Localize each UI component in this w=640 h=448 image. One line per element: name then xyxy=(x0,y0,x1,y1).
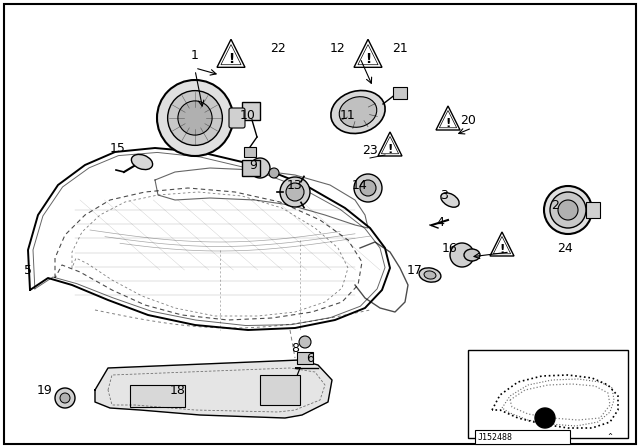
Circle shape xyxy=(354,174,382,202)
Text: J152488: J152488 xyxy=(478,432,513,441)
Text: !: ! xyxy=(445,116,451,130)
Text: ⌃: ⌃ xyxy=(607,432,614,441)
Circle shape xyxy=(360,180,376,196)
Circle shape xyxy=(299,336,311,348)
Ellipse shape xyxy=(464,249,480,261)
Text: 22: 22 xyxy=(270,42,286,55)
Text: 2: 2 xyxy=(551,198,559,211)
Text: 8: 8 xyxy=(291,341,299,354)
Text: 1: 1 xyxy=(191,48,199,61)
Circle shape xyxy=(450,243,474,267)
Polygon shape xyxy=(378,132,402,156)
Text: 10: 10 xyxy=(240,108,256,121)
Circle shape xyxy=(55,388,75,408)
Text: 9: 9 xyxy=(249,159,257,172)
Bar xyxy=(297,352,313,364)
Text: 23: 23 xyxy=(362,143,378,156)
Text: 5: 5 xyxy=(24,263,32,276)
Text: !: ! xyxy=(228,52,234,66)
Ellipse shape xyxy=(441,193,459,207)
Ellipse shape xyxy=(131,155,152,170)
Text: 14: 14 xyxy=(352,178,368,191)
Text: 15: 15 xyxy=(110,142,126,155)
Circle shape xyxy=(250,158,270,178)
Ellipse shape xyxy=(339,97,377,127)
Text: !: ! xyxy=(387,143,393,156)
Text: 3: 3 xyxy=(440,189,448,202)
Bar xyxy=(468,350,628,438)
Text: 7: 7 xyxy=(294,366,302,379)
Text: 13: 13 xyxy=(287,178,303,191)
Circle shape xyxy=(178,101,212,135)
Text: !: ! xyxy=(365,52,371,66)
Circle shape xyxy=(269,168,279,178)
Ellipse shape xyxy=(424,271,436,279)
Circle shape xyxy=(535,408,555,428)
Bar xyxy=(586,202,600,218)
Ellipse shape xyxy=(331,90,385,134)
Circle shape xyxy=(544,186,592,234)
Bar xyxy=(393,87,407,99)
Text: 11: 11 xyxy=(340,108,356,121)
Ellipse shape xyxy=(419,268,441,282)
Polygon shape xyxy=(354,39,382,67)
Circle shape xyxy=(558,200,578,220)
Text: 12: 12 xyxy=(330,42,346,55)
Circle shape xyxy=(60,393,70,403)
Text: !: ! xyxy=(499,243,505,256)
Circle shape xyxy=(168,90,222,145)
Text: 4: 4 xyxy=(436,215,444,228)
Text: 16: 16 xyxy=(442,241,458,254)
Polygon shape xyxy=(490,232,514,256)
Bar xyxy=(242,102,260,120)
Circle shape xyxy=(550,192,586,228)
FancyBboxPatch shape xyxy=(229,108,245,128)
Bar xyxy=(242,160,260,176)
Polygon shape xyxy=(95,360,332,418)
Text: 6: 6 xyxy=(306,352,314,365)
Text: 17: 17 xyxy=(407,263,423,276)
Text: 18: 18 xyxy=(170,383,186,396)
Polygon shape xyxy=(217,39,245,67)
Circle shape xyxy=(286,183,304,201)
Bar xyxy=(244,147,256,157)
Bar xyxy=(475,430,570,444)
Circle shape xyxy=(280,177,310,207)
Polygon shape xyxy=(436,106,460,130)
Text: 21: 21 xyxy=(392,42,408,55)
Bar xyxy=(260,375,300,405)
Bar xyxy=(130,385,185,407)
Text: 19: 19 xyxy=(37,383,53,396)
Text: 24: 24 xyxy=(557,241,573,254)
Circle shape xyxy=(157,80,233,156)
Text: 20: 20 xyxy=(460,113,476,126)
